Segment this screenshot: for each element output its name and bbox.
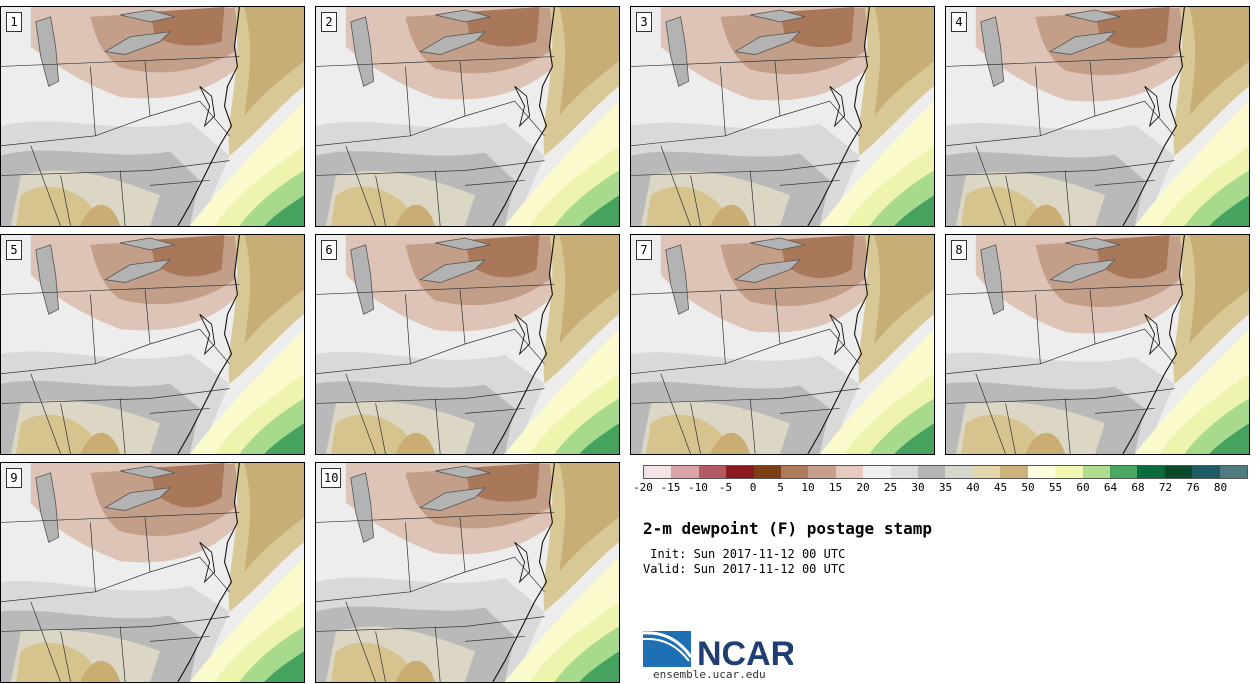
- colorbar-tick-label: 25: [883, 481, 898, 494]
- colorbar-ticks: -20 -15 -10 -5 0 5 10 15 20 25 30 35 40 45 50 55 60 64 68 7…: [633, 481, 1248, 495]
- member-number: 9: [6, 468, 22, 488]
- ensemble-member-panel: 5: [0, 234, 305, 455]
- member-number: 8: [951, 240, 967, 260]
- colorbar-tick-label: 45: [993, 481, 1008, 494]
- colorbar-swatch: [918, 466, 946, 478]
- colorbar-swatch: [1027, 466, 1056, 478]
- colorbar-tick-label: 40: [966, 481, 980, 494]
- colorbar-tick-label: 10: [801, 481, 815, 494]
- colorbar-tick-label: 55: [1048, 481, 1063, 494]
- ncar-logo: NCAR: [643, 631, 793, 671]
- colorbar-swatch: [1109, 466, 1138, 478]
- ensemble-member-panel: 6: [315, 234, 620, 455]
- colorbar-swatch: [726, 466, 754, 478]
- colorbar-swatch: [835, 466, 864, 478]
- colorbar-tick-label: -20: [633, 481, 653, 494]
- colorbar-tick-label: 76: [1186, 481, 1200, 494]
- ensemble-member-panel: 7: [630, 234, 935, 455]
- colorbar-swatch: [1137, 466, 1165, 478]
- colorbar-tick-label: 30: [911, 481, 925, 494]
- ensemble-member-panel: 4: [945, 6, 1250, 227]
- member-number: 3: [636, 12, 652, 32]
- colorbar-swatch: [808, 466, 836, 478]
- valid-time: Valid: Sun 2017-11-12 00 UTC: [643, 562, 846, 576]
- colorbar-tick-label: 50: [1021, 481, 1035, 494]
- colorbar-tick-label: 0: [749, 481, 757, 494]
- colorbar-swatch: [644, 466, 672, 478]
- member-number: 5: [6, 240, 22, 260]
- colorbar-tick-label: -15: [660, 481, 681, 494]
- colorbar-swatch: [671, 466, 699, 478]
- colorbar-tick-label: 15: [828, 481, 843, 494]
- member-number: 2: [321, 12, 337, 32]
- colorbar-swatch: [753, 466, 782, 478]
- member-number: 1: [6, 12, 22, 32]
- colorbar-tick-label: -10: [688, 481, 708, 494]
- ensemble-member-panel: 2: [315, 6, 620, 227]
- page-title: 2-m dewpoint (F) postage stamp: [643, 519, 932, 538]
- ensemble-member-panel: 3: [630, 6, 935, 227]
- logo-text: NCAR: [697, 635, 793, 671]
- colorbar-swatch: [945, 466, 973, 478]
- init-time: Init: Sun 2017-11-12 00 UTC: [643, 547, 846, 561]
- colorbar-tick-label: 35: [938, 481, 953, 494]
- colorbar-tick-label: 5: [777, 481, 784, 494]
- colorbar-tick-label: 68: [1131, 481, 1145, 494]
- colorbar-tick-label: 80: [1213, 481, 1228, 494]
- ensemble-member-panel: 8: [945, 234, 1250, 455]
- colorbar-swatch: [972, 466, 1001, 478]
- colorbar-tick-label: 72: [1158, 481, 1173, 494]
- colorbar-swatch: [1082, 466, 1110, 478]
- colorbar-swatch: [781, 466, 809, 478]
- colorbar-tick-label: -5: [718, 481, 733, 494]
- colorbar-swatch: [1219, 466, 1247, 478]
- colorbar-tick-label: 64: [1103, 481, 1118, 494]
- colorbar: [643, 465, 1248, 479]
- colorbar-swatch: [1164, 466, 1193, 478]
- ensemble-member-panel: 1: [0, 6, 305, 227]
- colorbar-tick-label: 20: [856, 481, 870, 494]
- member-number: 6: [321, 240, 337, 260]
- member-number: 7: [636, 240, 652, 260]
- site-url: ensemble.ucar.edu: [653, 668, 766, 681]
- colorbar-swatch: [698, 466, 727, 478]
- colorbar-swatch: [1055, 466, 1083, 478]
- colorbar-swatch: [1192, 466, 1220, 478]
- ensemble-member-panel: 9: [0, 462, 305, 683]
- ensemble-member-panel: 10: [315, 462, 620, 683]
- colorbar-swatch: [863, 466, 891, 478]
- member-number: 10: [321, 468, 342, 488]
- colorbar-tick-label: 60: [1076, 481, 1090, 494]
- member-number: 4: [951, 12, 967, 32]
- colorbar-swatch: [890, 466, 919, 478]
- colorbar-swatch: [1000, 466, 1028, 478]
